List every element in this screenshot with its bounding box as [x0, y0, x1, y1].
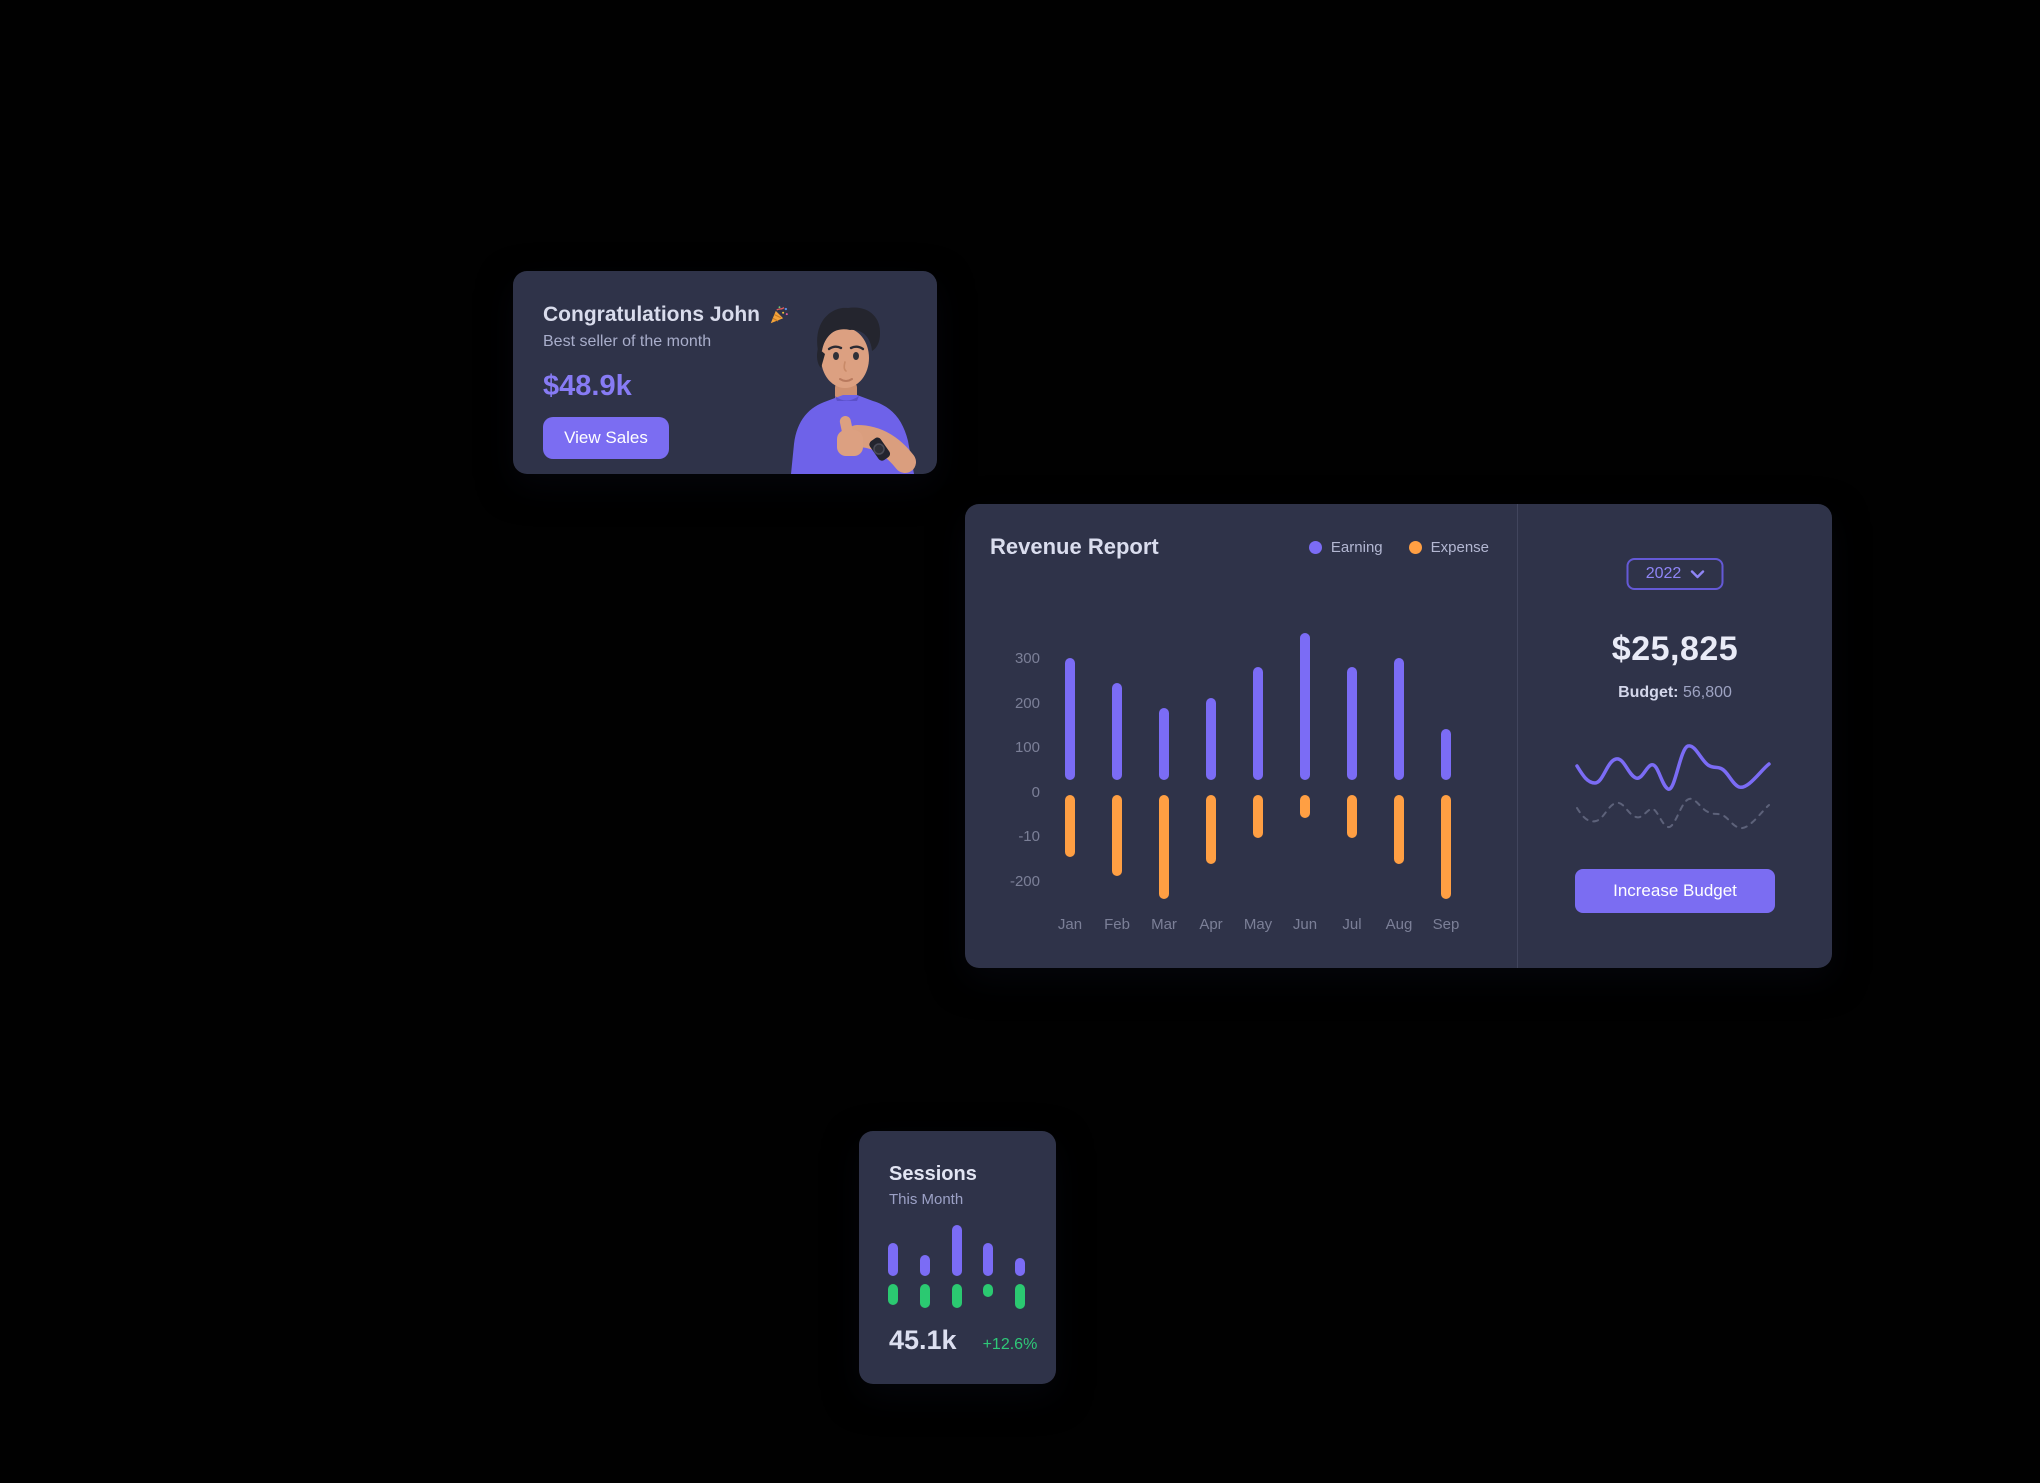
earning-bar: [1206, 697, 1216, 780]
increase-budget-button[interactable]: Increase Budget: [1575, 869, 1775, 913]
expense-legend-label: Expense: [1430, 538, 1489, 556]
x-axis-label: Jun: [1292, 916, 1318, 933]
sessions-subtitle: This Month: [889, 1191, 964, 1208]
session-bar-bottom: [951, 1284, 962, 1308]
session-bar-top: [1015, 1258, 1025, 1276]
y-axis-tick: -10: [1018, 828, 1040, 846]
revenue-report-header: Revenue Report Earning Expense: [965, 504, 1517, 560]
sessions-header: Sessions This Month: [889, 1163, 977, 1208]
expense-bar: [1300, 795, 1310, 819]
y-axis-tick: 100: [1014, 739, 1040, 757]
budget-line: Budget: 56,800: [1518, 684, 1832, 702]
budget-panel: 2022 $25,825 Budget: 56,800 Increase Bud…: [1517, 504, 1832, 968]
congratulations-card: Congratulations John Best seller of the …: [513, 271, 937, 474]
earning-bar: [1065, 658, 1075, 780]
earning-bar: [1394, 658, 1404, 780]
expense-bar: [1347, 795, 1357, 838]
y-axis-tick: 0: [1031, 783, 1040, 801]
expense-bar: [1441, 795, 1451, 900]
session-bar-top: [951, 1225, 962, 1276]
x-axis-label: Feb: [1104, 916, 1130, 933]
chart-legend: Earning Expense: [1308, 538, 1489, 556]
session-bar-top: [919, 1255, 930, 1276]
budget-total: $25,825: [1611, 630, 1739, 668]
legend-item-expense[interactable]: Expense: [1408, 538, 1489, 556]
earning-legend-dot-icon: [1308, 540, 1322, 554]
session-bar-bottom: [919, 1284, 930, 1308]
sessions-card: Sessions This Month 45.1k +12.6%: [859, 1131, 1056, 1384]
session-bar-top: [888, 1243, 898, 1276]
x-axis-label: Mar: [1151, 916, 1177, 933]
congratulations-content: Congratulations John Best seller of the …: [543, 303, 790, 459]
y-axis-tick: 200: [1014, 694, 1040, 712]
session-bar-top: [983, 1243, 994, 1276]
revenue-report-title: Revenue Report: [990, 534, 1159, 559]
session-bar-bottom: [983, 1284, 994, 1297]
expense-bar: [1065, 795, 1075, 858]
sessions-chart: [859, 1221, 1056, 1316]
congratulations-subtitle: Best seller of the month: [543, 333, 712, 350]
revenue-report-card: Revenue Report Earning Expense 300 200 100…: [965, 504, 1832, 968]
x-axis-label: Jan: [1057, 916, 1083, 933]
earning-bar: [1300, 632, 1310, 780]
x-axis-label: Aug: [1385, 916, 1413, 933]
earning-bar: [1159, 707, 1169, 780]
congratulations-title: Congratulations John: [543, 303, 790, 327]
sessions-delta: +12.6%: [982, 1336, 1038, 1353]
sessions-value: 45.1k: [889, 1325, 957, 1355]
earning-bar: [1441, 728, 1451, 780]
year-select-value: 2022: [1645, 565, 1682, 582]
party-popper-icon: [770, 306, 788, 324]
y-axis-tick: -200: [1009, 873, 1040, 890]
revenue-chart-section: Revenue Report Earning Expense 300 200 100…: [965, 504, 1517, 968]
expense-bar: [1394, 795, 1404, 864]
earning-legend-label: Earning: [1330, 538, 1383, 556]
budget-value: 56,800: [1682, 684, 1732, 701]
x-axis-label: Jul: [1342, 916, 1362, 933]
sparkline-previous-dashed: [1576, 797, 1770, 830]
sessions-stats: 45.1k +12.6%: [889, 1325, 1037, 1356]
avatar-illustration: [791, 307, 916, 474]
sessions-title: Sessions: [889, 1163, 977, 1185]
session-bar-bottom: [1015, 1284, 1025, 1309]
legend-item-earning[interactable]: Earning: [1308, 538, 1383, 556]
x-axis-label: May: [1243, 916, 1273, 933]
earning-bar: [1347, 667, 1357, 780]
sales-amount: $48.9k: [543, 370, 632, 402]
budget-label: Budget:: [1618, 684, 1679, 701]
x-axis-label: Sep: [1432, 916, 1460, 933]
view-sales-button[interactable]: View Sales: [543, 417, 669, 459]
session-bar-bottom: [888, 1284, 898, 1305]
x-axis-label: Apr: [1199, 916, 1223, 933]
year-select[interactable]: 2022: [1626, 558, 1724, 590]
expense-bar: [1112, 795, 1122, 876]
earning-bar: [1112, 682, 1122, 780]
budget-sparkline: [1575, 744, 1771, 830]
expense-legend-dot-icon: [1408, 540, 1422, 554]
congratulations-title-text: Congratulations John: [543, 303, 760, 326]
expense-bar: [1206, 795, 1216, 864]
expense-bar: [1159, 795, 1169, 900]
y-axis-tick: 300: [1014, 650, 1040, 667]
sparkline-current: [1575, 744, 1771, 791]
chevron-down-icon: [1690, 569, 1704, 578]
revenue-chart-plot: 300 200 100 0 -10 -200 Jan Feb Mar Apr May Jun Jul Au…: [965, 504, 1517, 968]
expense-bar: [1253, 795, 1263, 838]
earning-bar: [1253, 667, 1263, 780]
